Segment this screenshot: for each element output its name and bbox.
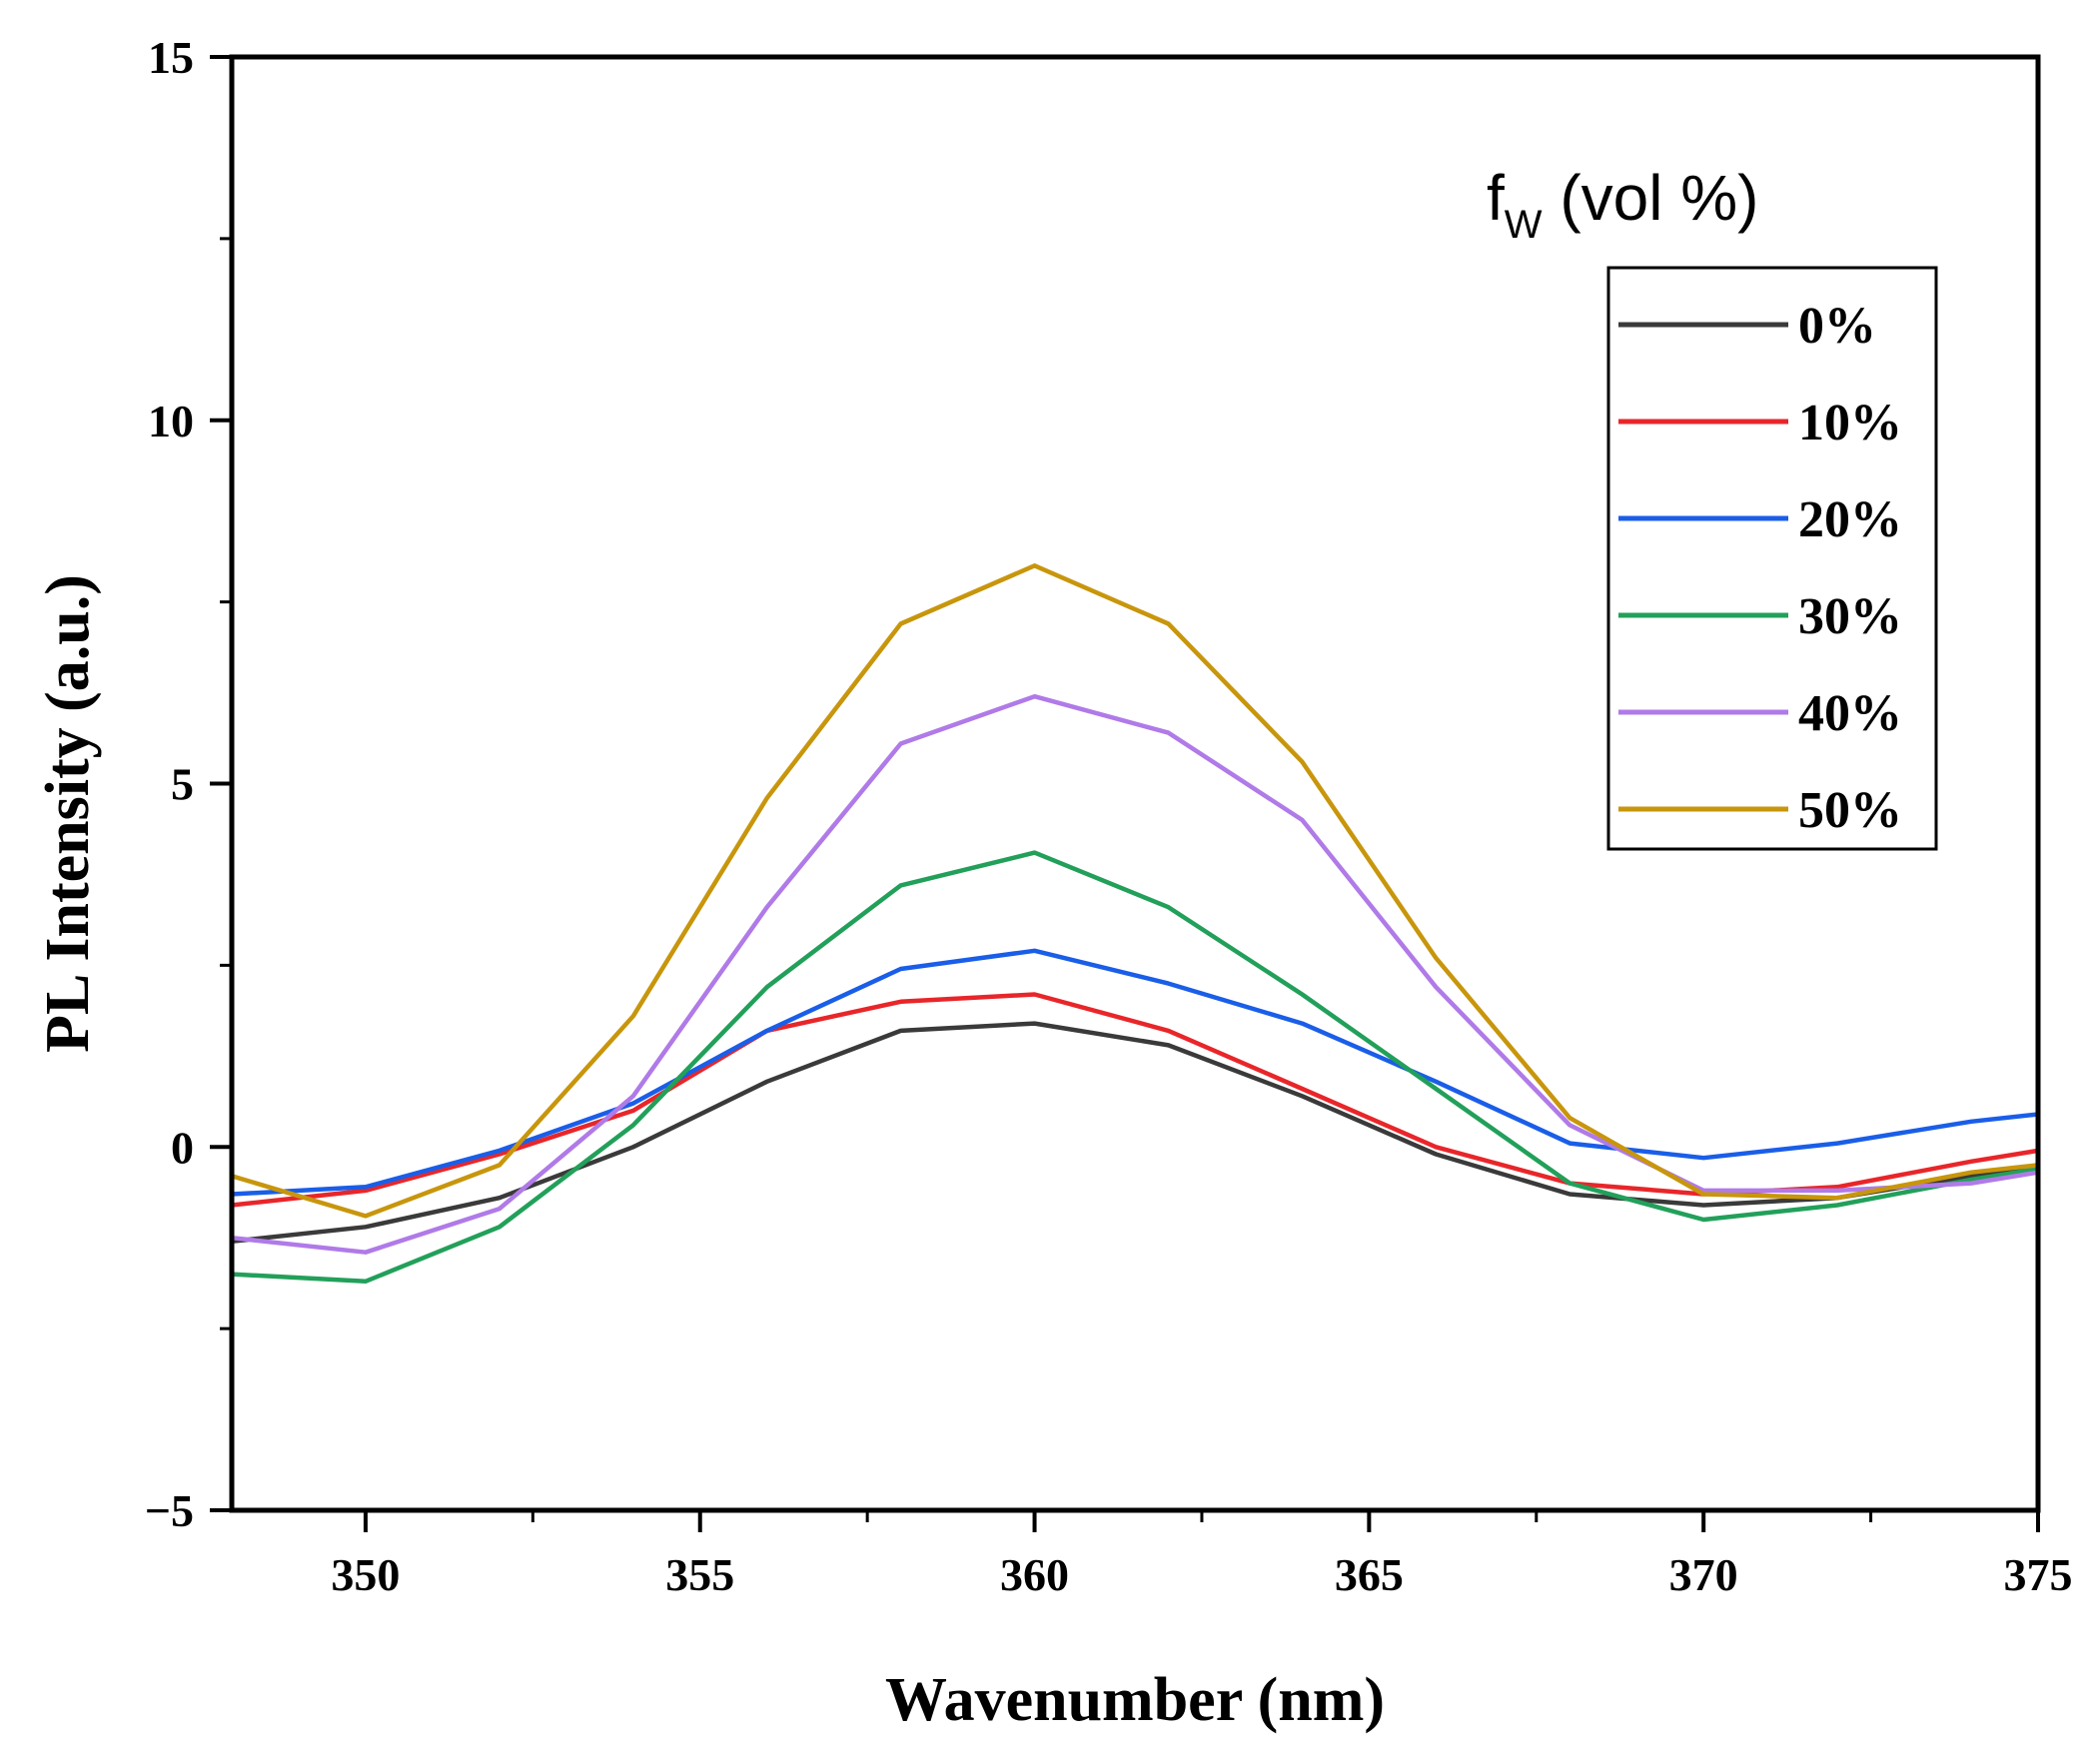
- series-layer: [231, 563, 2039, 1285]
- x-tick-label: 350: [331, 1549, 400, 1600]
- legend-entries: 0% 10% 20% 30% 40% 50%: [1618, 298, 1902, 839]
- x-tick-label: 375: [2004, 1549, 2073, 1600]
- y-tick-label: 0: [171, 1122, 194, 1173]
- legend-label-10pct: 10%: [1798, 395, 1902, 451]
- x-tick-label: 370: [1669, 1549, 1738, 1600]
- y-axis-title: PL Intensity (a.u.): [34, 574, 102, 1053]
- legend-title-subscript: W: [1505, 203, 1543, 247]
- plot-frame: [229, 54, 2041, 1513]
- series-line-0pct: [231, 1021, 2039, 1245]
- legend-label-50pct: 50%: [1798, 782, 1902, 839]
- series-line-40pct: [231, 693, 2039, 1255]
- legend-box: [1606, 266, 1938, 851]
- y-tick-label: 5: [171, 759, 194, 810]
- x-tick-label: 355: [665, 1549, 734, 1600]
- y-tick-label: 15: [148, 32, 194, 83]
- tick-label-layer: 350 355 360 365 370 375 −5 0 5 10 15: [145, 32, 2073, 1600]
- legend-label-20pct: 20%: [1798, 491, 1902, 548]
- x-tick-label: 360: [1000, 1549, 1069, 1600]
- x-axis-title: Wavenumber (nm): [885, 1666, 1385, 1734]
- series-line-50pct: [231, 563, 2039, 1219]
- legend-label-40pct: 40%: [1798, 685, 1902, 742]
- legend-title-rest: (vol %): [1543, 162, 1759, 234]
- x-tick-label: 365: [1335, 1549, 1404, 1600]
- y-tick-label: −5: [145, 1485, 194, 1536]
- series-line-20pct: [231, 948, 2039, 1197]
- legend-title-main: f: [1487, 162, 1505, 234]
- y-tick-label: 10: [148, 396, 194, 446]
- legend-label-30pct: 30%: [1798, 588, 1902, 645]
- legend-label-0pct: 0%: [1798, 298, 1876, 355]
- legend-title: fW (vol %): [1487, 162, 1758, 247]
- series-line-30pct: [231, 850, 2039, 1285]
